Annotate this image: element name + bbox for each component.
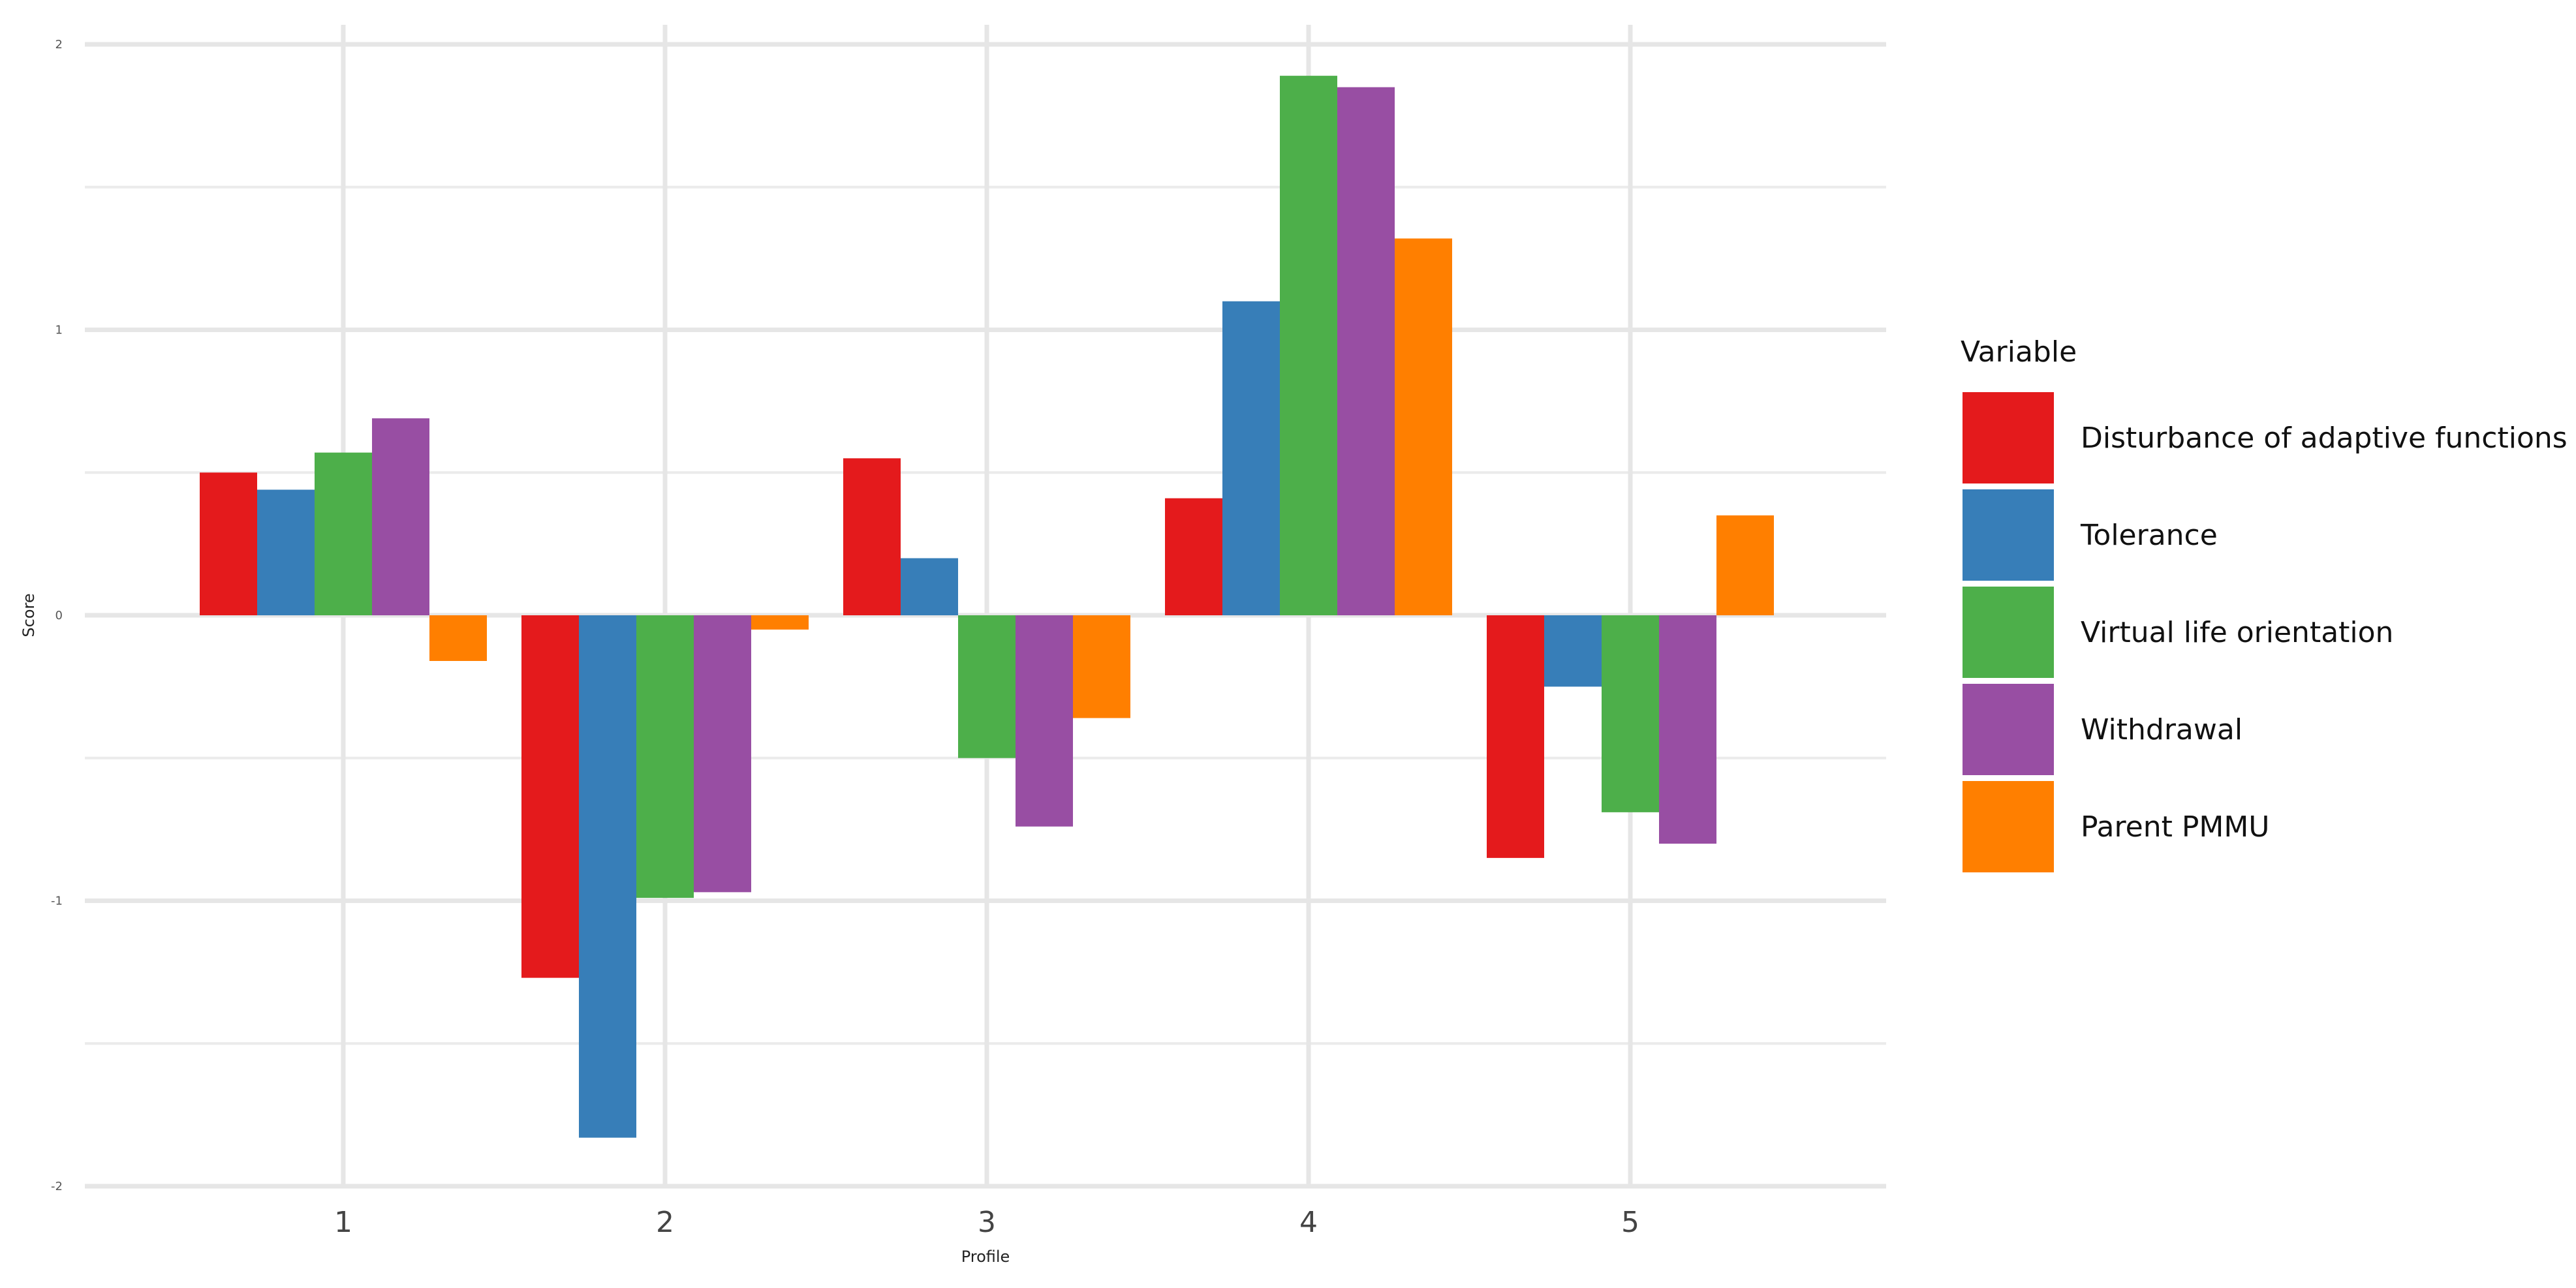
- legend-label: Disturbance of adaptive functions: [2081, 422, 2568, 455]
- bar-profile-2-tolerance: [579, 615, 636, 1138]
- legend-label: Parent PMMU: [2081, 810, 2270, 844]
- y-tick-label: -1: [51, 895, 63, 908]
- x-tick-labels: 1 2 3 4 5: [334, 1206, 1639, 1239]
- bar-profile-1-parent-pmmu: [429, 615, 487, 661]
- legend-swatch: [1963, 684, 2054, 775]
- legend-label: Tolerance: [2080, 519, 2218, 552]
- bars: [200, 76, 1774, 1138]
- x-tick-label: 1: [334, 1206, 352, 1239]
- x-tick-label: 2: [656, 1206, 674, 1239]
- legend-swatch: [1963, 587, 2054, 678]
- bar-profile-2-withdrawal: [694, 615, 751, 893]
- bar-profile-4-withdrawal: [1337, 87, 1395, 615]
- legend-swatch: [1963, 781, 2054, 872]
- bar-profile-5-parent-pmmu: [1716, 515, 1774, 615]
- y-tick-label: 2: [55, 38, 63, 52]
- y-tick-label: 1: [55, 324, 63, 337]
- legend-swatch: [1963, 392, 2054, 483]
- legend: Variable Disturbance of adaptive functio…: [1961, 335, 2568, 872]
- bar-profile-1-withdrawal: [372, 418, 429, 615]
- bar-profile-3-disturbance-of-adaptive-functions: [843, 458, 901, 615]
- y-tick-labels: -2 -1 0 1 2: [51, 38, 63, 1193]
- bar-profile-2-disturbance-of-adaptive-functions: [521, 615, 579, 978]
- bar-profile-3-virtual-life-orientation: [958, 615, 1016, 758]
- bar-profile-5-tolerance: [1544, 615, 1602, 687]
- bar-profile-4-virtual-life-orientation: [1280, 76, 1337, 615]
- legend-label: Withdrawal: [2081, 713, 2242, 746]
- x-axis-title: Profile: [961, 1248, 1010, 1266]
- bar-profile-3-parent-pmmu: [1073, 615, 1130, 718]
- bar-profile-3-tolerance: [901, 558, 958, 615]
- x-tick-label: 5: [1621, 1206, 1639, 1239]
- y-tick-label: 0: [55, 609, 63, 622]
- bar-profile-5-disturbance-of-adaptive-functions: [1487, 615, 1544, 858]
- bar-profile-2-parent-pmmu: [751, 615, 809, 630]
- bar-profile-1-virtual-life-orientation: [315, 452, 372, 615]
- legend-label: Virtual life orientation: [2081, 616, 2393, 649]
- y-axis-title: Score: [20, 593, 38, 637]
- bar-profile-4-tolerance: [1222, 301, 1280, 615]
- x-tick-label: 4: [1299, 1206, 1318, 1239]
- legend-items: Disturbance of adaptive functions Toleran…: [1963, 392, 2568, 872]
- legend-title: Variable: [1961, 335, 2077, 369]
- x-tick-label: 3: [978, 1206, 996, 1239]
- bar-profile-1-tolerance: [257, 489, 315, 615]
- bar-profile-5-virtual-life-orientation: [1602, 615, 1659, 812]
- bar-profile-4-disturbance-of-adaptive-functions: [1165, 498, 1222, 615]
- bar-profile-5-withdrawal: [1659, 615, 1716, 844]
- legend-swatch: [1963, 489, 2054, 581]
- bar-profile-4-parent-pmmu: [1395, 238, 1452, 615]
- y-tick-label: -2: [51, 1180, 63, 1193]
- bar-profile-2-virtual-life-orientation: [636, 615, 694, 898]
- bar-profile-1-disturbance-of-adaptive-functions: [200, 472, 257, 615]
- bar-profile-3-withdrawal: [1016, 615, 1073, 827]
